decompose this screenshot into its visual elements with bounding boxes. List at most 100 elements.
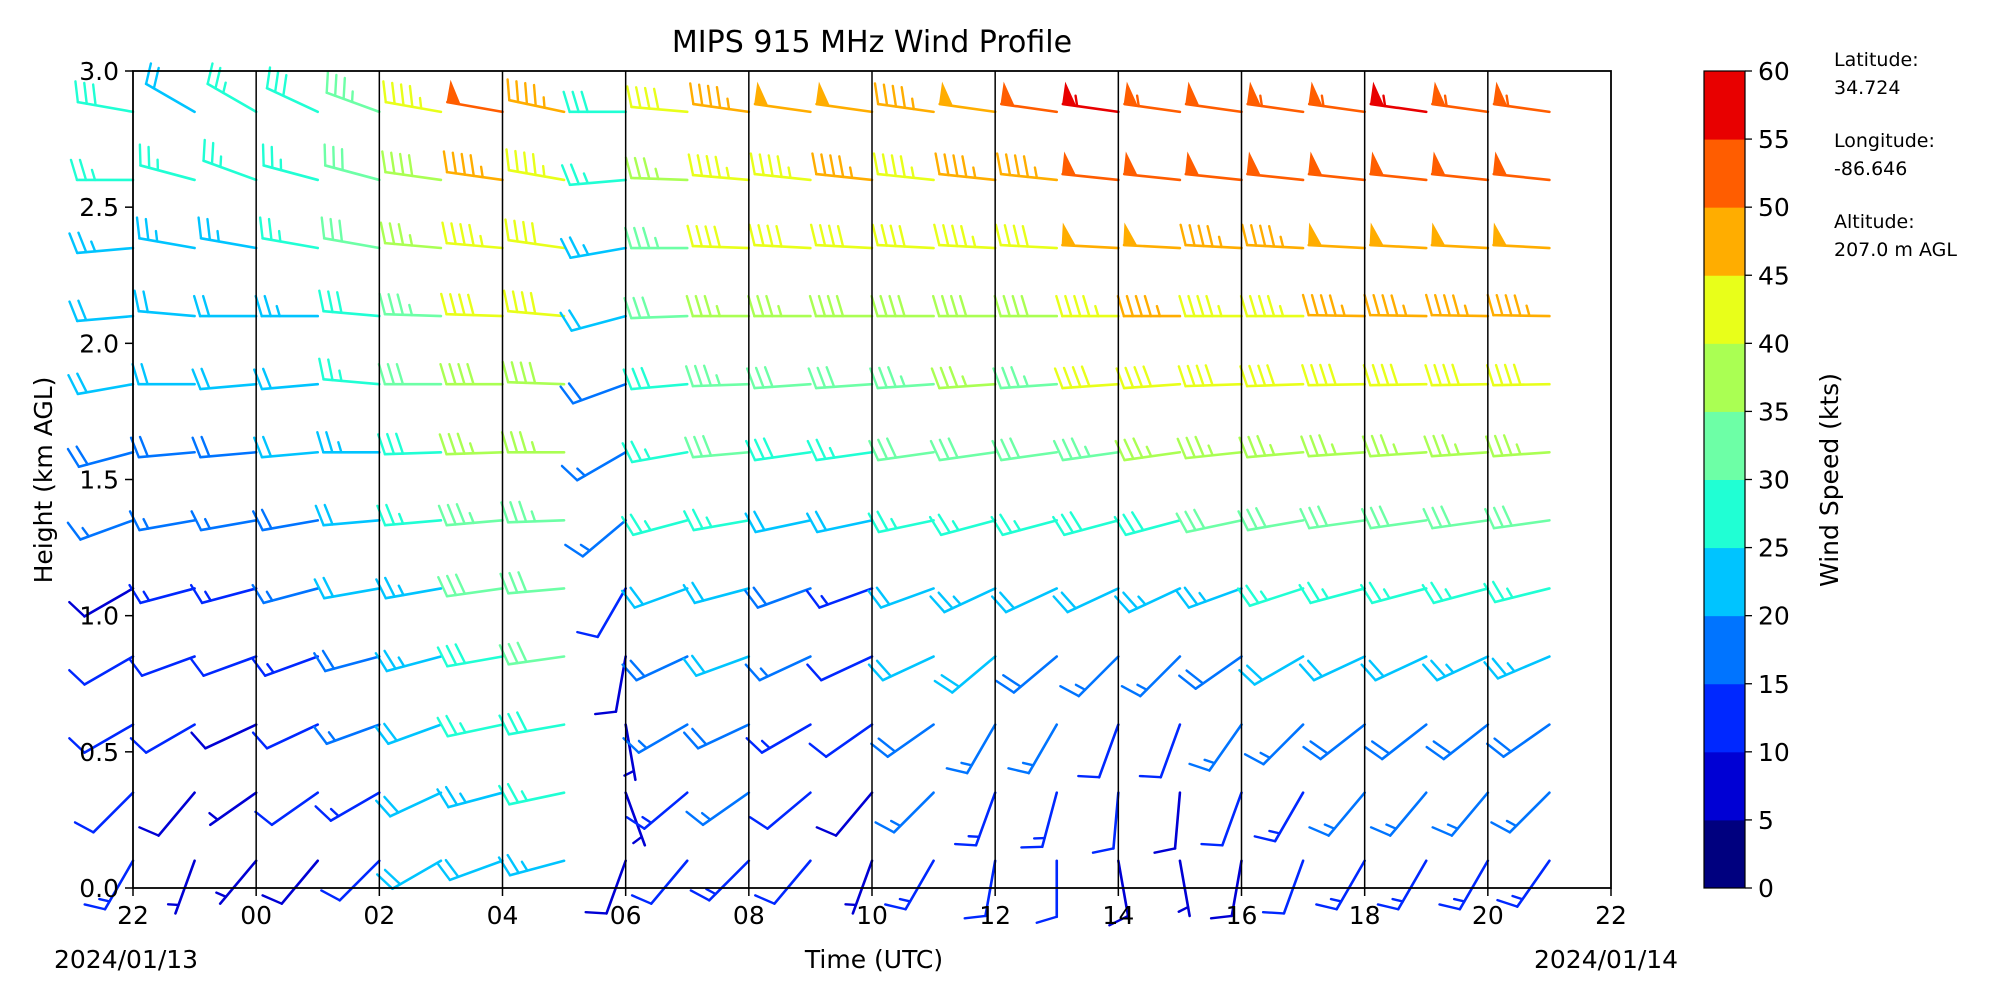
wind-barb-full — [1301, 364, 1310, 387]
wind-barb-full — [1197, 224, 1205, 248]
wind-barb-full — [1071, 366, 1082, 389]
wind-barb-full — [336, 291, 343, 314]
wind-barb-full — [447, 432, 457, 456]
wind-barb-full — [515, 80, 520, 104]
wind-barb-full — [1245, 584, 1260, 605]
wind-barb-full — [262, 367, 273, 390]
wind-barb-half — [641, 815, 653, 825]
wind-barb-full — [1491, 657, 1508, 677]
wind-barb-full — [1496, 898, 1519, 908]
wind-barb-full — [1209, 914, 1233, 920]
wind-barb-full — [1204, 364, 1214, 387]
wind-barb-full — [383, 795, 400, 814]
wind-barb-full — [517, 571, 528, 593]
wind-barb-full — [961, 155, 968, 179]
wind-barb-full — [874, 821, 896, 834]
wind-barb-full — [1424, 364, 1434, 387]
wind-barb-half — [582, 244, 590, 256]
wind-barb-full — [1438, 903, 1462, 911]
wind-barb-full — [397, 223, 405, 246]
wind-barb-full — [953, 842, 978, 847]
wind-barb-full — [528, 361, 537, 385]
wind-barb-full — [808, 294, 818, 318]
wind-barb-full — [1432, 434, 1443, 457]
wind-barb-full — [702, 364, 713, 387]
wind-barb-full — [323, 143, 327, 167]
wind-barb-full — [559, 385, 575, 405]
wind-barb-full — [877, 438, 889, 461]
wind-barb-full — [690, 654, 706, 674]
wind-barb-full — [889, 224, 897, 248]
wind-barb-full — [267, 217, 273, 242]
wind-barb-full — [467, 293, 475, 317]
wind-barb-full — [1108, 914, 1130, 927]
wind-barb-full — [838, 155, 845, 179]
wind-barb-full — [468, 223, 475, 247]
wind-barb-full — [1248, 294, 1258, 318]
wind-barb-full — [806, 663, 823, 682]
altitude-label: Altitude: — [1834, 211, 1915, 233]
wind-barb-full — [805, 512, 819, 534]
wind-barb-full — [386, 362, 396, 386]
colorbar-segment — [1704, 683, 1745, 753]
wind-barb-full — [958, 294, 968, 318]
wind-barb-full — [999, 513, 1013, 534]
wind-barb-full — [1368, 659, 1385, 678]
x-axis: 22 00 02 04 06 08 10 12 14 16 18 20 22 — [117, 888, 1627, 930]
wind-barb-full — [872, 152, 880, 176]
wind-barb-full — [568, 236, 581, 258]
wind-barb-full — [508, 571, 519, 594]
wind-barb-half — [479, 234, 484, 248]
wind-barb-full — [1123, 438, 1135, 461]
wind-barb-full — [316, 431, 325, 454]
wind-barb-full — [875, 586, 891, 606]
wind-barb-full — [1495, 293, 1504, 317]
wind-barb-full — [252, 510, 264, 532]
wind-barb-full — [1310, 363, 1319, 387]
wind-barb-full — [945, 767, 969, 775]
wind-barb-full — [1493, 434, 1504, 457]
wind-barb-full — [931, 294, 941, 318]
wind-barb-full — [446, 503, 457, 526]
wind-barb-full — [524, 81, 529, 106]
wind-barb-full — [753, 438, 766, 461]
colorbar-tick-label: 10 — [1758, 738, 1790, 767]
wind-barb-full — [519, 361, 528, 385]
wind-barb-full — [282, 73, 288, 97]
wind-barb-full — [1318, 434, 1328, 457]
wind-barb-half — [530, 441, 537, 454]
wind-barb-full — [559, 237, 572, 259]
wind-barb-shaft — [819, 655, 874, 682]
wind-barb-full — [1379, 434, 1390, 457]
wind-barb-full — [1490, 821, 1512, 834]
wind-barb-full — [502, 289, 510, 313]
x-tick-label: 08 — [733, 901, 765, 930]
wind-barb-half — [1137, 595, 1147, 606]
wind-barb-half — [705, 887, 717, 896]
wind-barb-half — [1217, 235, 1223, 249]
wind-barb-full — [1183, 586, 1199, 606]
wind-barb-full — [498, 714, 511, 736]
wind-barb-full — [1179, 223, 1187, 247]
wind-barb-full — [1132, 437, 1144, 459]
wind-barb-full — [190, 510, 203, 532]
wind-barb-full — [510, 361, 519, 384]
wind-barb-half — [468, 511, 475, 525]
wind-barb-shaft — [1221, 791, 1243, 847]
wind-barb-full — [450, 222, 457, 246]
wind-barb-half — [1203, 758, 1216, 765]
wind-barb-half — [1446, 823, 1459, 830]
wind-barb-full — [200, 435, 211, 458]
wind-barb-full — [1431, 826, 1454, 837]
wind-barb-full — [1052, 515, 1066, 537]
wind-barb-full — [949, 294, 959, 318]
wind-barb-half — [1084, 445, 1091, 458]
wind-barb-full — [437, 576, 449, 598]
wind-barb-flag — [1369, 151, 1385, 177]
wind-barb-half — [848, 166, 854, 180]
end-date-label: 2024/01/14 — [1534, 945, 1678, 974]
wind-barb-shaft — [270, 791, 320, 827]
wind-barb-flag — [1123, 222, 1138, 247]
wind-barb-full — [990, 515, 1004, 537]
wind-barb-full — [1423, 435, 1434, 458]
